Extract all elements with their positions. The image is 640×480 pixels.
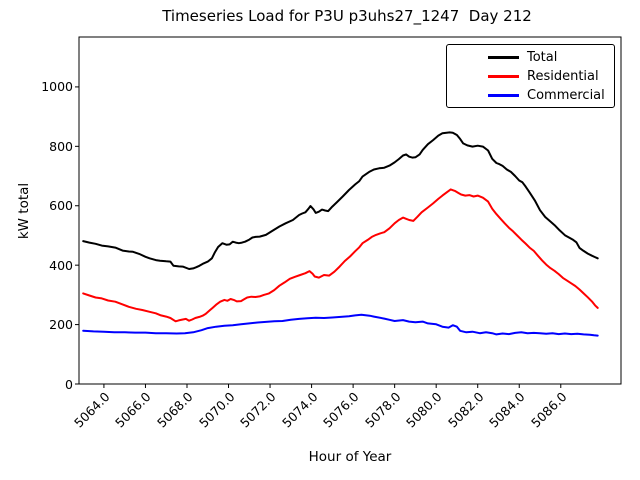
y-tick-label: 200 — [49, 317, 73, 333]
commercial-line-swatch — [488, 94, 519, 97]
series-line-commercial — [82, 313, 599, 337]
legend: Total Residential Commercial — [446, 44, 615, 108]
y-tick-label: 600 — [49, 198, 73, 214]
legend-label-residential: Residential — [527, 69, 599, 84]
legend-label-total: Total — [527, 50, 558, 65]
y-tick-label: 1000 — [41, 79, 73, 95]
legend-entry-total: Total — [447, 48, 614, 67]
residential-line-swatch — [488, 75, 519, 78]
legend-entry-residential: Residential — [447, 67, 614, 86]
axes-frame — [78, 36, 622, 385]
y-tick-label: 400 — [49, 257, 73, 273]
y-axis-label: kW total — [16, 182, 32, 240]
x-axis-label: Hour of Year — [308, 449, 392, 465]
legend-label-commercial: Commercial — [527, 88, 605, 103]
y-tick-label: 800 — [49, 138, 73, 154]
y-tick-label: 0 — [65, 376, 73, 392]
total-line-swatch — [488, 56, 519, 59]
chart-title: Timeseries Load for P3U p3uhs27_1247 Day… — [162, 7, 532, 25]
series-line-residential — [82, 188, 599, 323]
series-line-total — [82, 131, 599, 270]
legend-entry-commercial: Commercial — [447, 86, 614, 105]
